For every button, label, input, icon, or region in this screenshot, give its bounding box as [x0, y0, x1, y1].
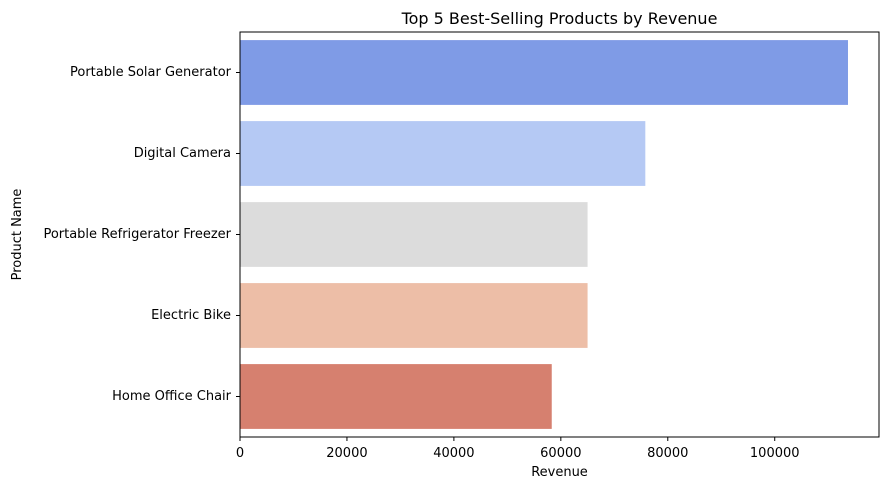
- bar-0: [240, 40, 848, 105]
- x-tick-label: 100000: [750, 446, 800, 461]
- x-axis-label: Revenue: [531, 465, 588, 480]
- x-axis-ticks: 0 20000 40000 60000 80000 100000: [236, 437, 800, 461]
- x-tick-label: 40000: [433, 446, 474, 461]
- y-tick-label: Digital Camera: [134, 146, 231, 161]
- chart-title: Top 5 Best-Selling Products by Revenue: [401, 9, 718, 28]
- bars: [240, 40, 848, 429]
- x-tick-label: 60000: [540, 446, 581, 461]
- x-tick-label: 20000: [326, 446, 367, 461]
- y-axis-label: Product Name: [10, 189, 25, 281]
- bar-1: [240, 121, 646, 186]
- bar-2: [240, 202, 588, 267]
- x-tick-label: 0: [236, 446, 244, 461]
- plot-frame: [239, 31, 880, 438]
- y-tick-label: Home Office Chair: [112, 389, 231, 404]
- x-tick-label: 80000: [647, 446, 688, 461]
- bar-4: [240, 364, 552, 429]
- y-tick-label: Portable Refrigerator Freezer: [43, 227, 231, 242]
- y-axis-ticks: Portable Solar Generator Digital Camera Po…: [43, 65, 240, 404]
- bar-3: [240, 283, 588, 348]
- y-tick-label: Portable Solar Generator: [70, 65, 232, 80]
- y-tick-label: Electric Bike: [151, 308, 231, 323]
